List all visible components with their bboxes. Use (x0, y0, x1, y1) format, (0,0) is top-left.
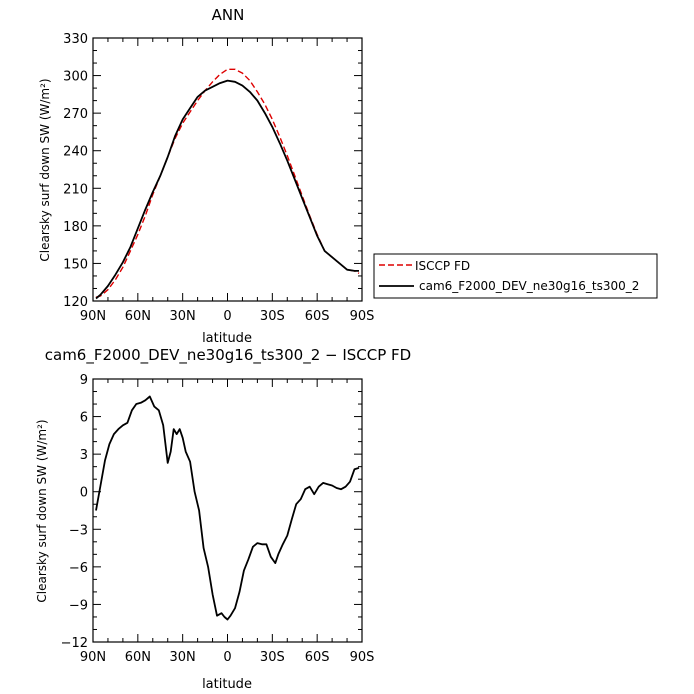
x-tick-label: 30S (260, 309, 285, 324)
x-tick-label: 90S (350, 309, 375, 324)
series-line-isccp-fd (95, 68, 360, 298)
bottom-chart-plot-frame (92, 378, 363, 643)
top-chart-y-axis-label: Clearsky surf down SW (W/m²) (38, 78, 52, 261)
y-tick-label: 240 (63, 145, 88, 160)
y-tick-label: 0 (80, 486, 88, 501)
top-chart-legend: ISCCP FD cam6_F2000_DEV_ne30g16_ts300_2 (373, 253, 658, 299)
y-tick-label: 180 (63, 220, 88, 235)
bottom-chart-x-ticks: 90N 60N 30N 0 30S 60S 90S (80, 379, 375, 665)
y-tick-label: −9 (69, 598, 88, 613)
y-tick-label: 9 (80, 373, 88, 388)
top-chart: ANN 90N 60N 30N 0 30S 60S 90S 120 150 180 210 240 2… (38, 6, 658, 346)
x-tick-label: 90N (80, 650, 106, 665)
x-tick-label: 0 (223, 309, 231, 324)
top-chart-plot-frame (92, 37, 363, 302)
x-tick-label: 30N (170, 650, 196, 665)
x-tick-label: 90S (350, 650, 375, 665)
bottom-chart-y-ticks: −12 −9 −6 −3 0 3 6 9 (61, 373, 362, 651)
x-tick-label: 30N (170, 309, 196, 324)
y-tick-label: 270 (63, 107, 88, 122)
top-chart-series-lines (95, 68, 360, 300)
y-tick-label: 3 (80, 448, 88, 463)
x-tick-label: 0 (223, 650, 231, 665)
x-tick-label: 60N (125, 309, 151, 324)
legend-label-cam6: cam6_F2000_DEV_ne30g16_ts300_2 (419, 279, 639, 293)
y-tick-label: 6 (80, 411, 88, 426)
bottom-chart: cam6_F2000_DEV_ne30g16_ts300_2 − ISCCP F… (35, 346, 411, 692)
y-tick-label: −6 (69, 561, 88, 576)
y-tick-label: 150 (63, 257, 88, 272)
bottom-chart-title: cam6_F2000_DEV_ne30g16_ts300_2 − ISCCP F… (45, 346, 411, 365)
top-chart-x-axis-label: latitude (202, 331, 252, 346)
bottom-chart-series-lines (95, 395, 360, 621)
x-tick-label: 60S (305, 309, 330, 324)
x-tick-label: 30S (260, 650, 285, 665)
top-chart-title: ANN (212, 6, 245, 24)
bottom-chart-x-axis-label: latitude (202, 677, 252, 692)
series-line-difference (95, 395, 360, 621)
y-tick-label: 120 (63, 295, 88, 310)
legend-frame (373, 253, 658, 299)
top-chart-y-ticks: 120 150 180 210 240 270 300 330 (63, 32, 362, 310)
x-tick-label: 60N (125, 650, 151, 665)
legend-label-isccp-fd: ISCCP FD (415, 259, 470, 273)
x-tick-label: 60S (305, 650, 330, 665)
y-tick-label: 330 (63, 32, 88, 47)
y-tick-label: −12 (61, 636, 88, 651)
y-tick-label: 300 (63, 70, 88, 85)
top-chart-x-ticks: 90N 60N 30N 0 30S 60S 90S (80, 38, 375, 324)
series-line-cam6-f2000-dev-ne30g16-ts300-2 (95, 79, 359, 300)
x-tick-label: 90N (80, 309, 106, 324)
bottom-chart-y-axis-label: Clearsky surf down SW (W/m²) (35, 419, 49, 602)
y-tick-label: 210 (63, 182, 88, 197)
y-tick-label: −3 (69, 523, 88, 538)
